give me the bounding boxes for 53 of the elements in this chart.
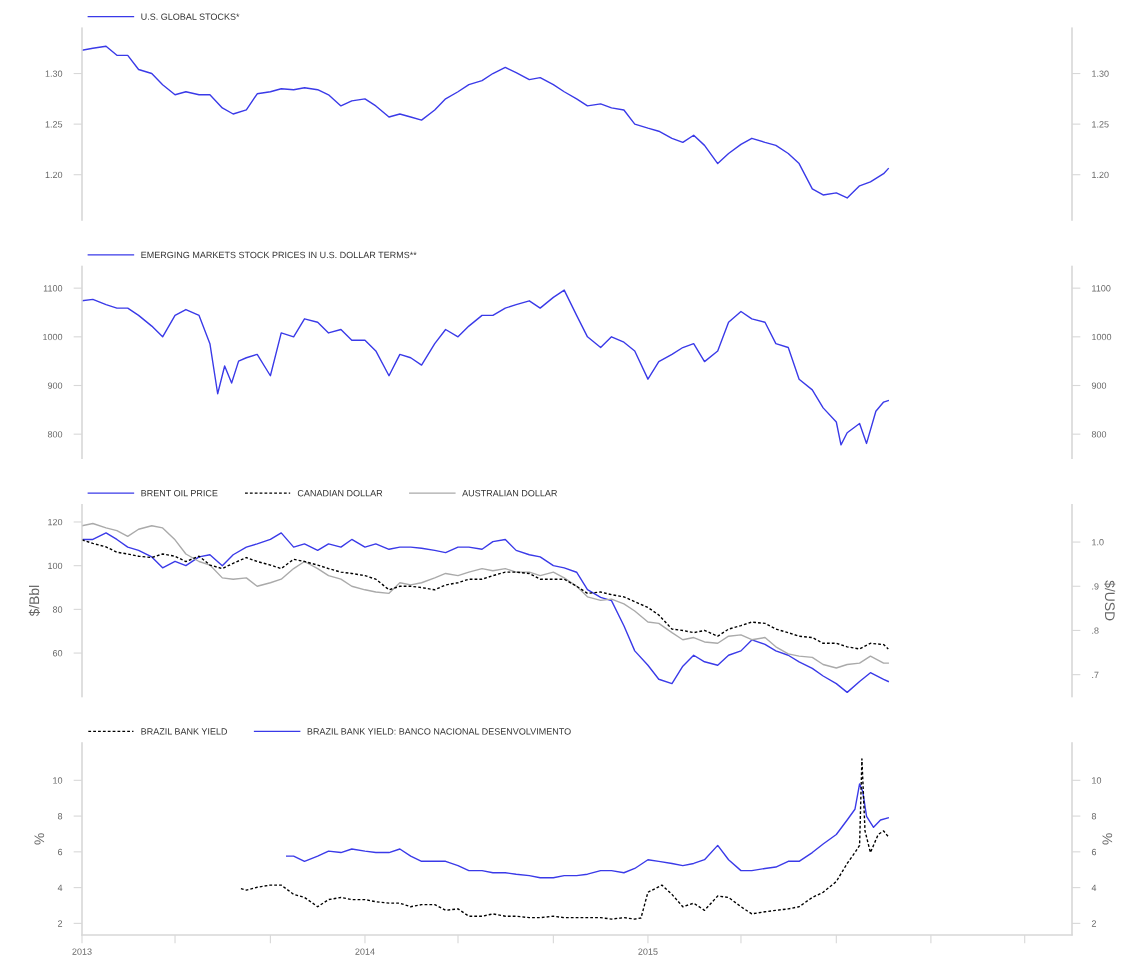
y2-tick-label: 4 xyxy=(1091,884,1097,891)
y2-tick-label: 1100 xyxy=(1092,285,1111,292)
y-tick-label: 6 xyxy=(57,848,63,856)
y-tick-label: 900 xyxy=(47,382,63,389)
legend-label: BRENT OIL PRICE xyxy=(141,490,218,497)
legend-label: EMERGING MARKETS STOCK PRICES IN U.S. DOLLAR TERMS** xyxy=(141,251,417,259)
y-tick-label: 10 xyxy=(53,777,63,784)
y2-tick-label: 1.30 xyxy=(1092,70,1109,77)
y2-axis-title: $/USD xyxy=(1104,580,1116,621)
line-series xyxy=(240,758,889,920)
x-tick-label: 2013 xyxy=(72,948,92,955)
y2-tick-label: .9 xyxy=(1092,583,1099,590)
y-tick-label: 1.25 xyxy=(45,121,63,128)
y-tick-label: 1000 xyxy=(43,333,63,341)
y-tick-label: 4 xyxy=(57,884,63,891)
y-tick-label: 1100 xyxy=(43,285,63,292)
x-tick-label: 2014 xyxy=(355,948,375,955)
y-axis-title: $/Bbl xyxy=(28,585,41,617)
legend-label: BRAZIL BANK YIELD: BANCO NACIONAL DESENVOLVIMENTO xyxy=(307,728,571,735)
y-axis-title: % xyxy=(34,833,45,845)
y-tick-label: 80 xyxy=(52,606,63,613)
y2-tick-label: 1.25 xyxy=(1092,121,1109,128)
line-series xyxy=(82,45,889,199)
x-tick-label: 2015 xyxy=(638,948,658,955)
y2-tick-label: 2 xyxy=(1091,920,1097,927)
y2-tick-label: 6 xyxy=(1091,848,1097,856)
legend-label: AUSTRALIAN DOLLAR xyxy=(462,490,558,497)
y2-tick-label: 900 xyxy=(1091,382,1107,389)
y2-tick-label: 1.0 xyxy=(1092,539,1104,546)
legend-label: CANADIAN DOLLAR xyxy=(297,490,383,497)
y2-tick-label: 800 xyxy=(1091,431,1107,438)
line-series xyxy=(285,783,889,879)
y2-tick-label: .8 xyxy=(1092,627,1099,634)
line-series xyxy=(82,522,889,669)
legend-label: U.S. GLOBAL STOCKS* xyxy=(141,13,240,20)
y-tick-label: 60 xyxy=(52,650,63,657)
y2-tick-label: 8 xyxy=(1091,813,1097,820)
line-series xyxy=(82,539,889,650)
y2-tick-label: 1000 xyxy=(1092,333,1112,341)
legend-label: BRAZIL BANK YIELD xyxy=(141,728,228,735)
y-tick-label: 1.20 xyxy=(45,171,63,179)
y2-axis-title: % xyxy=(1102,833,1113,845)
y2-tick-label: .7 xyxy=(1092,671,1099,678)
y2-tick-label: 1.20 xyxy=(1092,171,1109,179)
y-tick-label: 8 xyxy=(57,813,63,820)
y2-tick-label: 10 xyxy=(1092,777,1102,784)
y-tick-label: 2 xyxy=(57,920,63,927)
line-series xyxy=(82,289,889,446)
y-tick-label: 800 xyxy=(47,431,63,438)
y-tick-label: 100 xyxy=(48,562,63,570)
y-tick-label: 120 xyxy=(48,518,63,526)
line-series xyxy=(82,532,889,694)
y-tick-label: 1.30 xyxy=(45,70,63,77)
